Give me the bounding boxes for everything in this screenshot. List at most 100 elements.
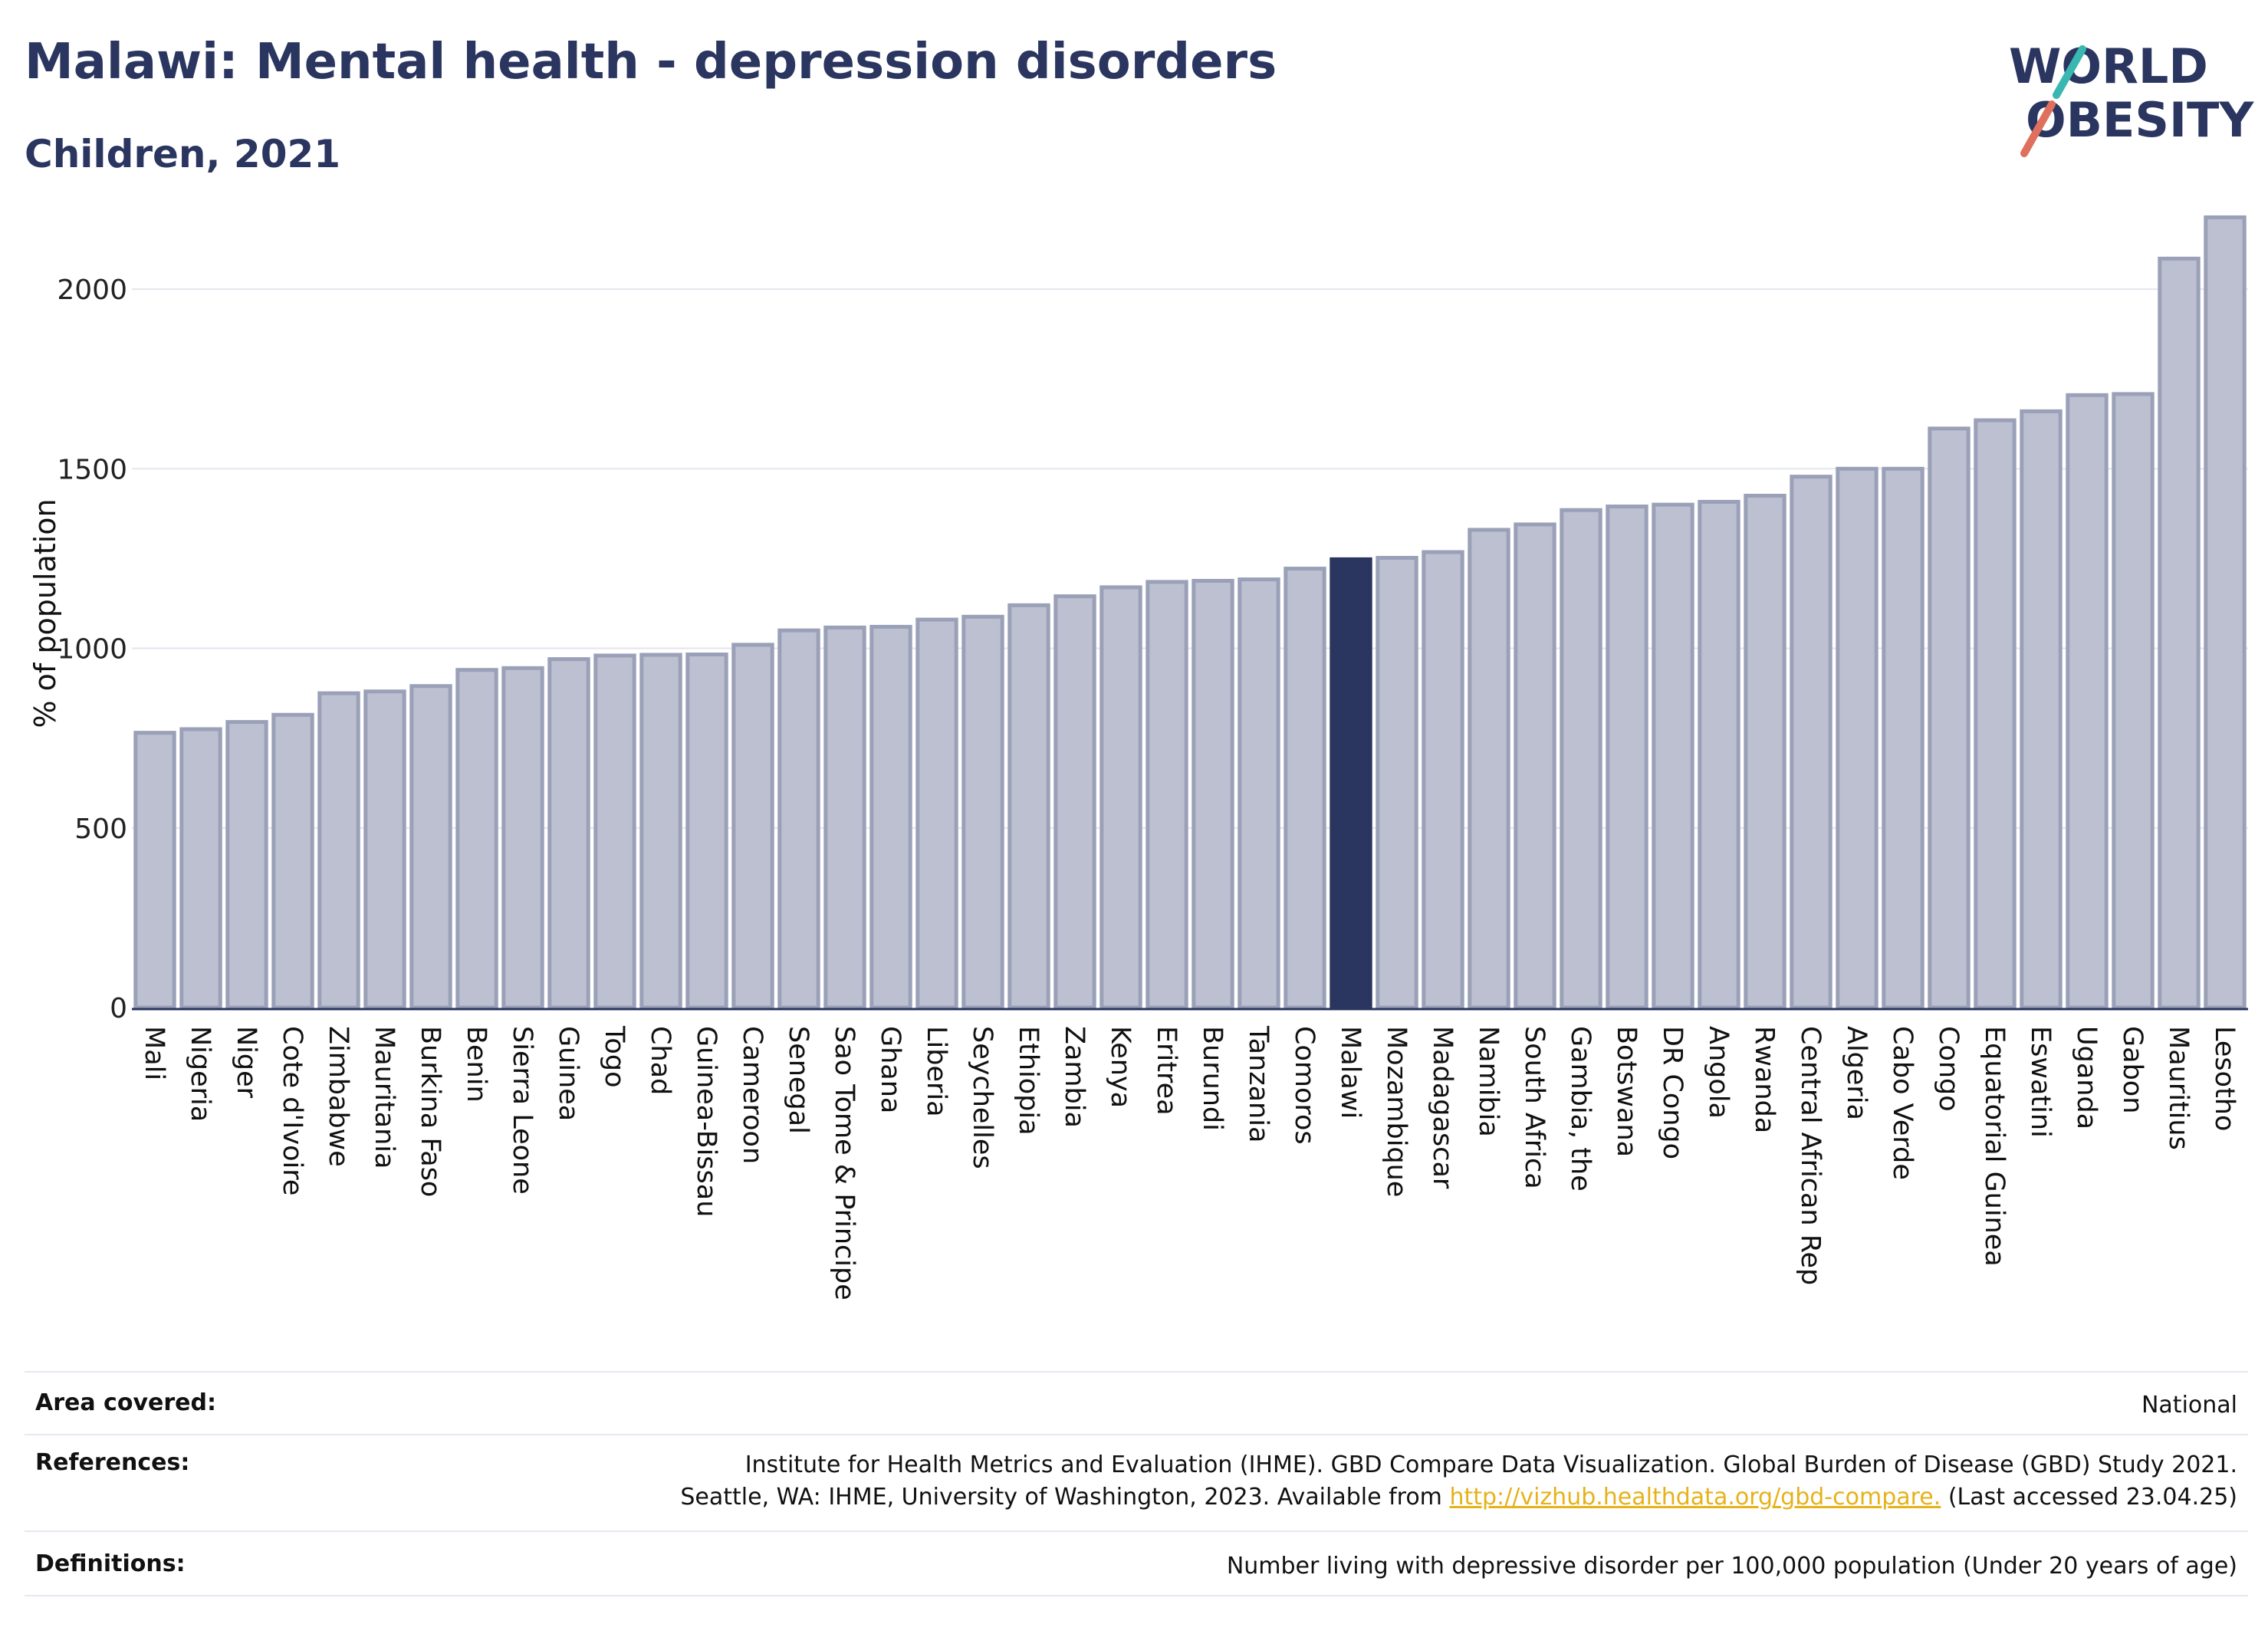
x-tick-labels: Mali Nigeria Niger Cote d'Ivoire Zimbabwe Mau… [139, 1025, 2240, 1300]
bar [1652, 502, 1694, 1010]
info-divider [25, 1434, 2248, 1435]
definitions-value: Number living with depressive disorder p… [1226, 1553, 2237, 1580]
bar [685, 653, 728, 1010]
x-tick-label: Chad [645, 1026, 675, 1095]
bar [1974, 418, 2017, 1010]
y-tick-label: 500 [74, 814, 127, 845]
references-row: References: Institute for Health Metrics… [25, 1449, 2248, 1518]
references-line1: Institute for Health Metrics and Evaluat… [744, 1452, 2237, 1478]
bar [915, 617, 958, 1010]
bar [455, 668, 498, 1010]
x-tick-label: Kenya [1105, 1026, 1136, 1108]
references-link[interactable]: http://vizhub.healthdata.org/gbd-compare… [1449, 1484, 1941, 1511]
bar [547, 657, 590, 1010]
bar [363, 689, 406, 1010]
x-tick-label: Central African Rep [1795, 1026, 1826, 1285]
x-tick-label: Malawi [1335, 1026, 1366, 1119]
bar [1099, 585, 1142, 1010]
y-tick-label: 1500 [57, 454, 127, 485]
logo-slash-red [2020, 100, 2056, 157]
world-obesity-logo: WORLD OBESITY [2009, 38, 2254, 157]
y-tick-labels: 0 500 1000 1500 2000 [57, 275, 127, 1024]
x-tick-label: Mozambique [1381, 1026, 1412, 1197]
bar [501, 666, 544, 1010]
x-tick-label: Botswana [1611, 1026, 1642, 1157]
bar [823, 625, 866, 1010]
x-tick-label: Cote d'Ivoire [277, 1026, 307, 1195]
bar [1146, 580, 1188, 1010]
logo-line1: WORLD [2009, 38, 2208, 94]
x-tick-label: Guinea-Bissau [691, 1026, 721, 1217]
bar [317, 691, 360, 1010]
x-tick-label: Mauritius [2163, 1026, 2194, 1150]
x-tick-label: Gambia, the [1565, 1026, 1596, 1192]
x-tick-label: Seychelles [967, 1026, 998, 1169]
bar [1238, 577, 1280, 1010]
x-tick-label: Mali [139, 1026, 169, 1080]
x-tick-label: Cameroon [737, 1026, 768, 1164]
bar [2020, 409, 2063, 1010]
x-tick-label: Rwanda [1749, 1026, 1780, 1133]
x-tick-label: Eswatini [2025, 1026, 2056, 1138]
x-tick-label: Equatorial Guinea [1979, 1026, 2010, 1267]
bar [133, 731, 176, 1010]
x-tick-label: Comoros [1289, 1026, 1320, 1145]
references-line2-post: (Last accessed 23.04.25) [1941, 1484, 2237, 1511]
area-covered-value: National [2141, 1392, 2237, 1419]
x-tick-label: Madagascar [1427, 1026, 1458, 1189]
definitions-row: Definitions: Number living with depressi… [25, 1550, 2248, 1583]
bar [409, 684, 452, 1010]
x-tick-label: Uganda [2071, 1026, 2102, 1129]
definitions-label: Definitions: [35, 1550, 186, 1577]
x-tick-label: Mauritania [369, 1026, 399, 1169]
x-tick-label: Zimbabwe [323, 1026, 353, 1167]
x-tick-label: DR Congo [1657, 1026, 1688, 1159]
area-covered-row: Area covered: National [25, 1389, 2248, 1422]
x-tick-label: Zambia [1059, 1026, 1090, 1128]
bar [2066, 393, 2109, 1010]
x-tick-label: Angola [1703, 1026, 1734, 1119]
bar [639, 653, 682, 1010]
bar [1192, 578, 1234, 1010]
bar [1284, 567, 1326, 1010]
bar [869, 624, 912, 1010]
bar [961, 614, 1004, 1010]
bar [225, 720, 268, 1010]
y-tick-label: 1000 [57, 634, 127, 666]
x-tick-label: Eritrea [1151, 1026, 1182, 1116]
x-tick-label: Niger [231, 1026, 261, 1099]
bar [1928, 426, 1971, 1010]
bar [1882, 466, 1925, 1010]
bar [1744, 493, 1786, 1010]
bar [1053, 594, 1096, 1010]
x-tick-label: Benin [461, 1026, 491, 1103]
x-tick-label: Ghana [875, 1026, 906, 1113]
info-divider-bottom [25, 1595, 2248, 1596]
bar-chart: 0 500 1000 1500 2000 Mali Nigeria Niger Cote d'… [28, 215, 2248, 1300]
info-divider [25, 1530, 2248, 1532]
y-tick-label: 2000 [57, 275, 127, 306]
bar [1698, 499, 1740, 1010]
x-tick-label: Gabon [2117, 1026, 2148, 1113]
x-tick-label: Burkina Faso [415, 1026, 445, 1197]
x-tick-label: Congo [1933, 1026, 1964, 1112]
x-tick-label: South Africa [1519, 1026, 1550, 1189]
x-tick-label: Sao Tome & Principe [829, 1026, 860, 1300]
bars [133, 215, 2247, 1010]
logo-line2: OBESITY [2026, 92, 2254, 148]
x-tick-label: Nigeria [185, 1026, 215, 1122]
x-tick-label: Sierra Leone [507, 1026, 537, 1195]
bar [1606, 505, 1648, 1010]
x-tick-label: Ethiopia [1013, 1026, 1044, 1136]
bar [2158, 256, 2201, 1010]
x-tick-label: Senegal [783, 1026, 814, 1134]
bar [1790, 475, 1832, 1010]
x-tick-label: Togo [599, 1025, 629, 1087]
page-subtitle: Children, 2021 [25, 132, 341, 176]
bar [1514, 522, 1556, 1010]
bar [731, 643, 774, 1010]
x-tick-label: Namibia [1473, 1026, 1504, 1137]
bar [271, 712, 314, 1010]
x-tick-label: Algeria [1841, 1026, 1872, 1120]
bar [1007, 603, 1050, 1010]
